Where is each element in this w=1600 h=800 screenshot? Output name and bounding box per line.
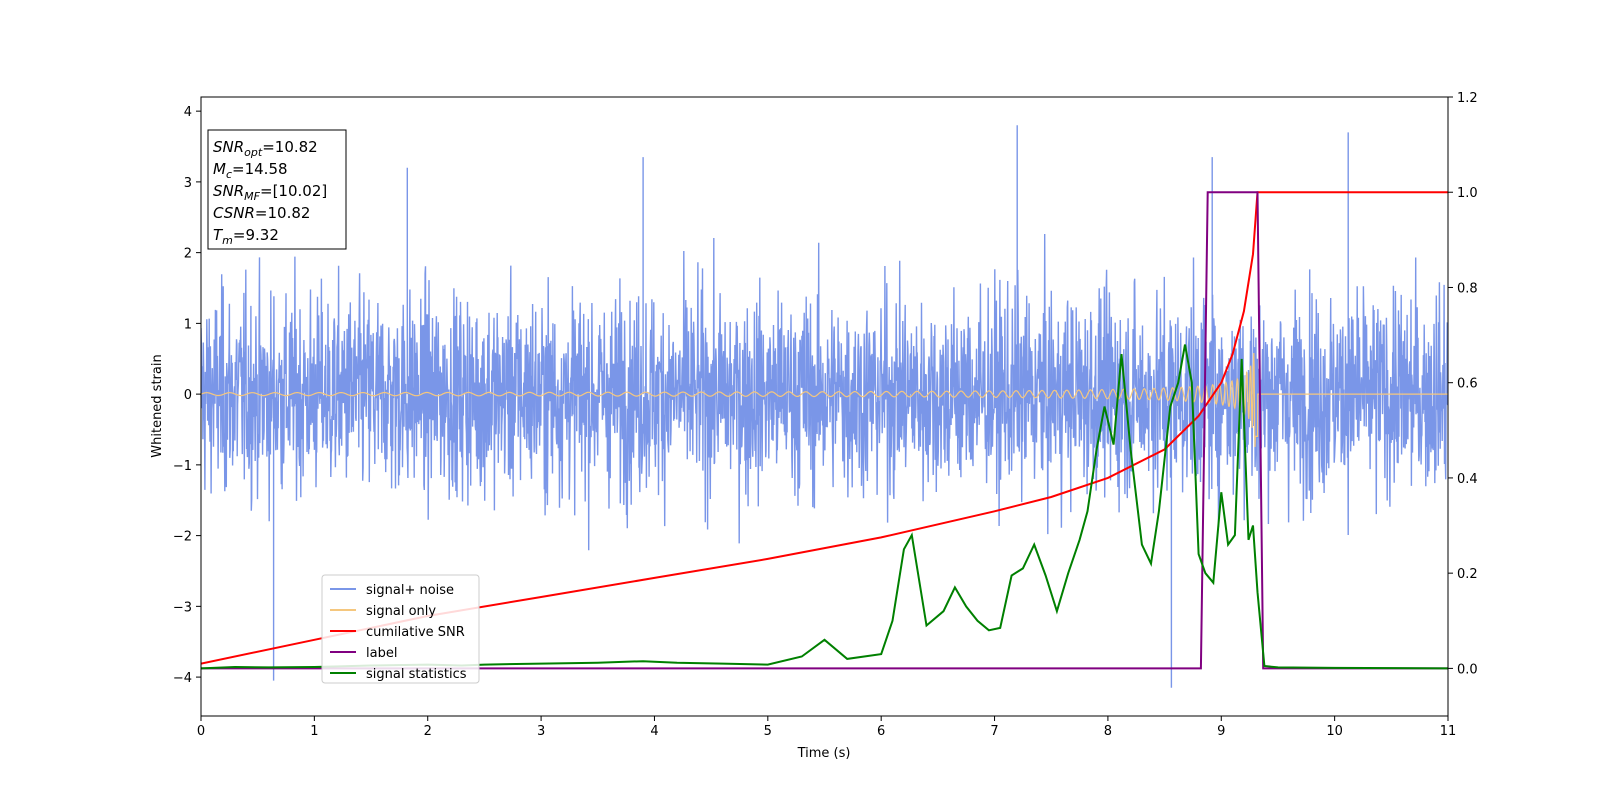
y-tick-label: 0 [184,388,192,403]
y2-tick-label: 0.0 [1457,662,1478,677]
legend-label: cumilative SNR [366,625,465,640]
legend-label: signal only [366,604,436,619]
x-tick-label: 3 [537,724,545,739]
y2-tick-label: 1.2 [1457,91,1478,106]
x-tick-label: 1 [310,724,318,739]
annotation-line: Mc=14.58 [213,160,288,181]
x-tick-label: 11 [1440,724,1457,739]
annotation-value: =14.58 [232,160,288,178]
x-tick-label: 9 [1217,724,1225,739]
annotation-key: M [213,160,226,178]
series-signal-noise-line [201,125,1448,688]
y2-tick-label: 1.0 [1457,186,1478,201]
y-tick-label: 3 [184,176,192,191]
annotation-key: SNR [213,182,244,200]
annotation-value: =[10.02] [260,182,327,200]
x-tick-label: 0 [197,724,205,739]
annotation-line: Tm=9.32 [213,226,279,247]
y-tick-label: −1 [173,459,192,474]
plot-series-layer [201,125,1448,688]
y-tick-label: −2 [173,530,192,545]
legend-frame [321,574,480,684]
x-tick-label: 5 [764,724,772,739]
y2-tick-label: 0.4 [1457,472,1478,487]
x-tick-label: 10 [1326,724,1343,739]
x-tick-label: 4 [650,724,658,739]
annotation-line: CSNR=10.82 [213,204,310,222]
y2-tick-label: 0.8 [1457,281,1478,296]
annotation-key: T [213,226,224,244]
legend-label: label [366,646,397,661]
x-axis-ticks: 0 1 2 3 4 5 6 7 8 9 10 11 [197,716,1456,739]
annotation-line: SNRMF=[10.02] [213,182,327,203]
y-tick-label: 2 [184,247,192,262]
x-axis-label: Time (s) [797,746,851,761]
x-tick-label: 8 [1104,724,1112,739]
y2-tick-label: 0.6 [1457,377,1478,392]
y-tick-label: 4 [184,105,192,120]
annotation-subscript: opt [244,146,263,159]
annotation-subscript: m [222,234,233,247]
annotation-subscript: MF [244,190,260,203]
annotation-value: =10.82 [255,204,311,222]
y-tick-label: −4 [173,671,192,686]
legend: signal+ noise signal only cumilative SNR la… [321,574,480,684]
legend-label: signal+ noise [366,583,454,598]
legend-label: signal statistics [366,667,467,682]
y-tick-label: −3 [173,600,192,615]
annotation-key: SNR [213,138,244,156]
y-tick-label: 1 [184,317,192,332]
y-axis-label: Whitened strain [150,354,165,457]
annotation-frame [207,129,347,250]
x-tick-label: 6 [877,724,885,739]
annotation-value: =9.32 [233,226,279,244]
x-tick-label: 2 [424,724,432,739]
series-signal-statistics-line [201,344,1448,670]
series-cumulative-snr-line [201,191,1448,665]
annotation-subscript: c [226,168,232,181]
y-axis-ticks: 4 3 2 1 0 −1 −2 −3 −4 [173,105,201,686]
annotation-key: CSNR [213,204,255,222]
annotation-value: =10.82 [262,138,318,156]
y2-tick-label: 0.2 [1457,567,1478,582]
metrics-annotation-box: SNRopt=10.82Mc=14.58SNRMF=[10.02]CSNR=10… [207,129,347,250]
annotation-line: SNRopt=10.82 [213,138,318,159]
x-tick-label: 7 [990,724,998,739]
plot-frame [200,96,1449,717]
y2-axis-ticks: 1.2 1.0 0.8 0.6 0.4 0.2 0.0 [1448,91,1478,677]
